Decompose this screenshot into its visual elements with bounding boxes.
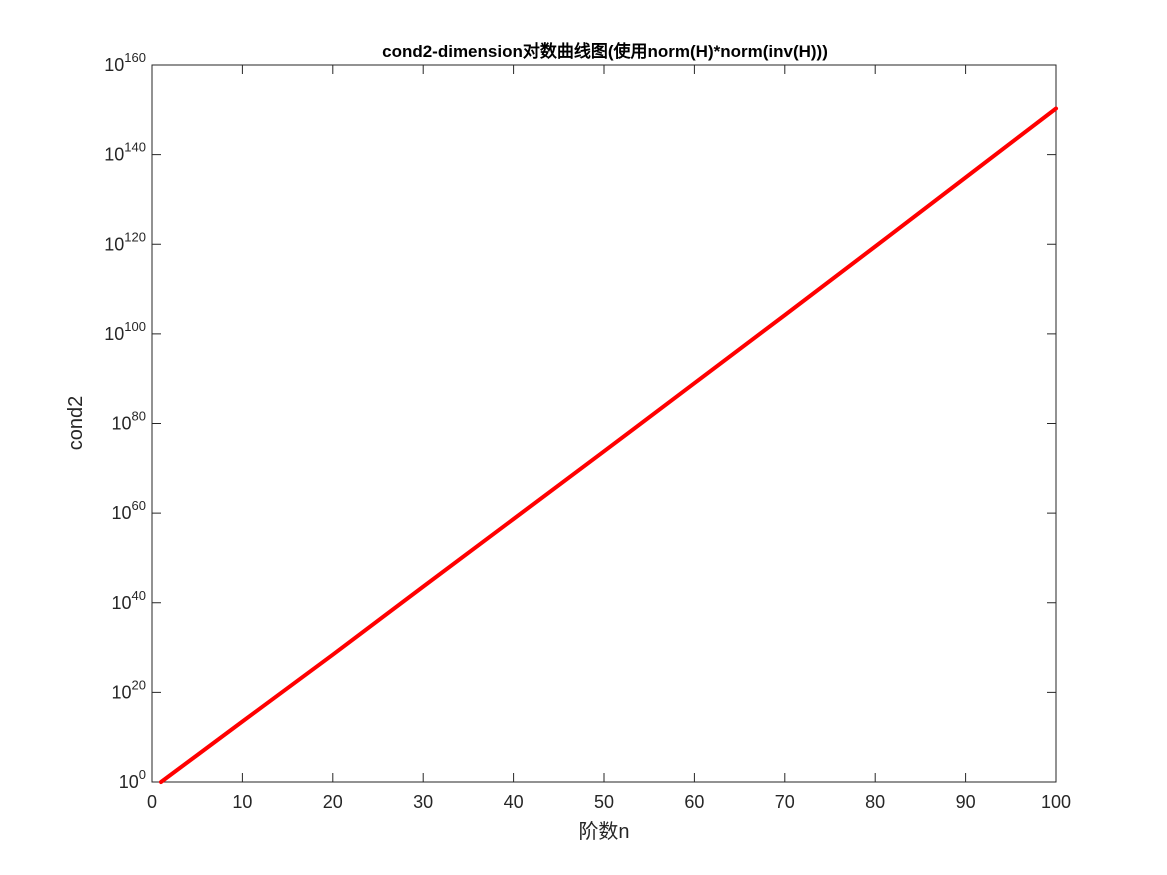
x-tick-label: 50: [594, 792, 614, 812]
x-tick-label: 90: [956, 792, 976, 812]
plot-area: [151, 64, 1057, 783]
y-tick-label: 1080: [112, 409, 147, 434]
x-tick-label: 0: [147, 792, 157, 812]
chart-title: cond2-dimension对数曲线图(使用norm(H)*norm(inv(…: [382, 41, 828, 61]
x-tick-label: 10: [232, 792, 252, 812]
y-tick-label: 10140: [104, 140, 146, 165]
y-tick-label: 1040: [112, 588, 147, 613]
x-tick-label: 60: [684, 792, 704, 812]
x-tick-label: 100: [1041, 792, 1071, 812]
x-axis: 0 10 20 30 40 50 60 70 80 90 100: [147, 65, 1071, 812]
y-axis-label: cond2: [65, 396, 87, 451]
y-tick-label: 1020: [112, 677, 147, 702]
series-line-1: [159, 106, 1058, 784]
y-tick-label: 10120: [104, 229, 146, 254]
y-tick-label: 100: [119, 767, 146, 792]
x-tick-label: 30: [413, 792, 433, 812]
x-tick-label: 20: [323, 792, 343, 812]
y-axis: 100 1020 1040 1060 1080 10100 10120 10140 10160: [104, 50, 1056, 792]
y-tick-label: 10100: [104, 319, 146, 344]
x-axis-label: 阶数n: [578, 820, 629, 843]
x-tick-label: 80: [865, 792, 885, 812]
x-tick-label: 70: [775, 792, 795, 812]
series-layer: [159, 106, 1058, 784]
x-tick-label: 40: [504, 792, 524, 812]
y-tick-label: 1060: [112, 498, 147, 523]
y-tick-label: 10160: [104, 50, 146, 75]
